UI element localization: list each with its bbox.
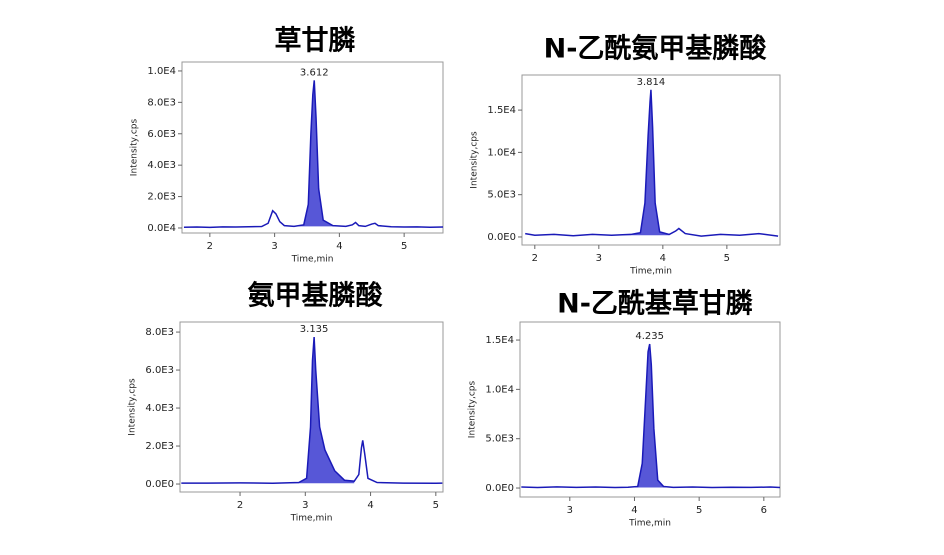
x-tick-label: 2 [207,241,213,252]
y-tick-label: 4.0E3 [147,160,176,171]
y-tick-label: 2.0E3 [147,192,176,203]
chromatogram-line [525,89,779,237]
x-tick-label: 5 [433,500,439,511]
peak-label: 3.814 [637,77,666,88]
chromatogram-line [521,343,781,489]
y-tick-label: 6.0E3 [145,365,174,376]
y-axis-label: Intensity,cps [128,378,138,436]
x-tick-label: 4 [367,500,373,511]
x-axis-label: Time,min [629,267,672,277]
x-tick-label: 2 [532,253,538,264]
y-axis-label: Intensity,cps [470,131,480,189]
chromatogram-line [181,336,443,485]
chart-title: N-乙酰基草甘膦 [557,289,753,320]
x-tick-label: 4 [336,241,342,252]
x-tick-label: 5 [696,505,702,516]
plot-frame [521,74,781,246]
y-axis-label: Intensity,cps [468,381,478,439]
x-tick-label: 5 [724,253,730,264]
x-axis-label: Time,min [290,514,333,524]
y-tick-label: 1.0E4 [147,66,176,77]
x-tick-label: 3 [302,500,308,511]
x-tick-label: 3 [271,241,277,252]
x-axis-label: Time,min [628,519,671,529]
x-tick-label: 4 [631,505,637,516]
plot-frame [179,321,444,493]
x-tick-label: 3 [596,253,602,264]
y-tick-label: 0.0E0 [487,232,516,243]
x-tick-label: 3 [567,505,573,516]
y-tick-label: 0.0E4 [147,223,176,234]
peak-label: 4.235 [635,331,664,342]
x-axis-label: Time,min [291,255,334,265]
plot-frame [181,61,444,234]
y-tick-label: 1.0E4 [485,384,514,395]
x-tick-label: 6 [761,505,767,516]
y-tick-label: 5.0E3 [485,434,514,445]
x-tick-label: 4 [660,253,666,264]
peak-area [611,89,670,236]
y-tick-label: 8.0E3 [145,327,174,338]
peak-label: 3.135 [300,324,329,335]
peak-area [615,343,674,488]
y-axis-label: Intensity,cps [130,119,140,177]
y-tick-label: 1.5E4 [485,335,514,346]
peak-area [272,337,355,484]
x-tick-label: 5 [401,241,407,252]
y-tick-label: 0.0E0 [145,479,174,490]
y-tick-label: 2.0E3 [145,441,174,452]
y-tick-label: 0.0E0 [485,483,514,494]
peak-area [294,80,346,227]
y-tick-label: 8.0E3 [147,97,176,108]
chart-title: 氨甲基膦酸 [248,281,384,312]
chromatogram-line [183,80,444,229]
y-tick-label: 1.0E4 [487,147,516,158]
chart-title: N-乙酰氨甲基膦酸 [544,34,768,65]
peak-label: 3.612 [300,67,329,78]
y-tick-label: 4.0E3 [145,403,174,414]
plot-frame [519,321,781,498]
y-tick-label: 6.0E3 [147,129,176,140]
chart-title: 草甘膦 [275,26,356,57]
y-tick-label: 5.0E3 [487,190,516,201]
x-tick-label: 2 [237,500,243,511]
y-tick-label: 1.5E4 [487,105,516,116]
